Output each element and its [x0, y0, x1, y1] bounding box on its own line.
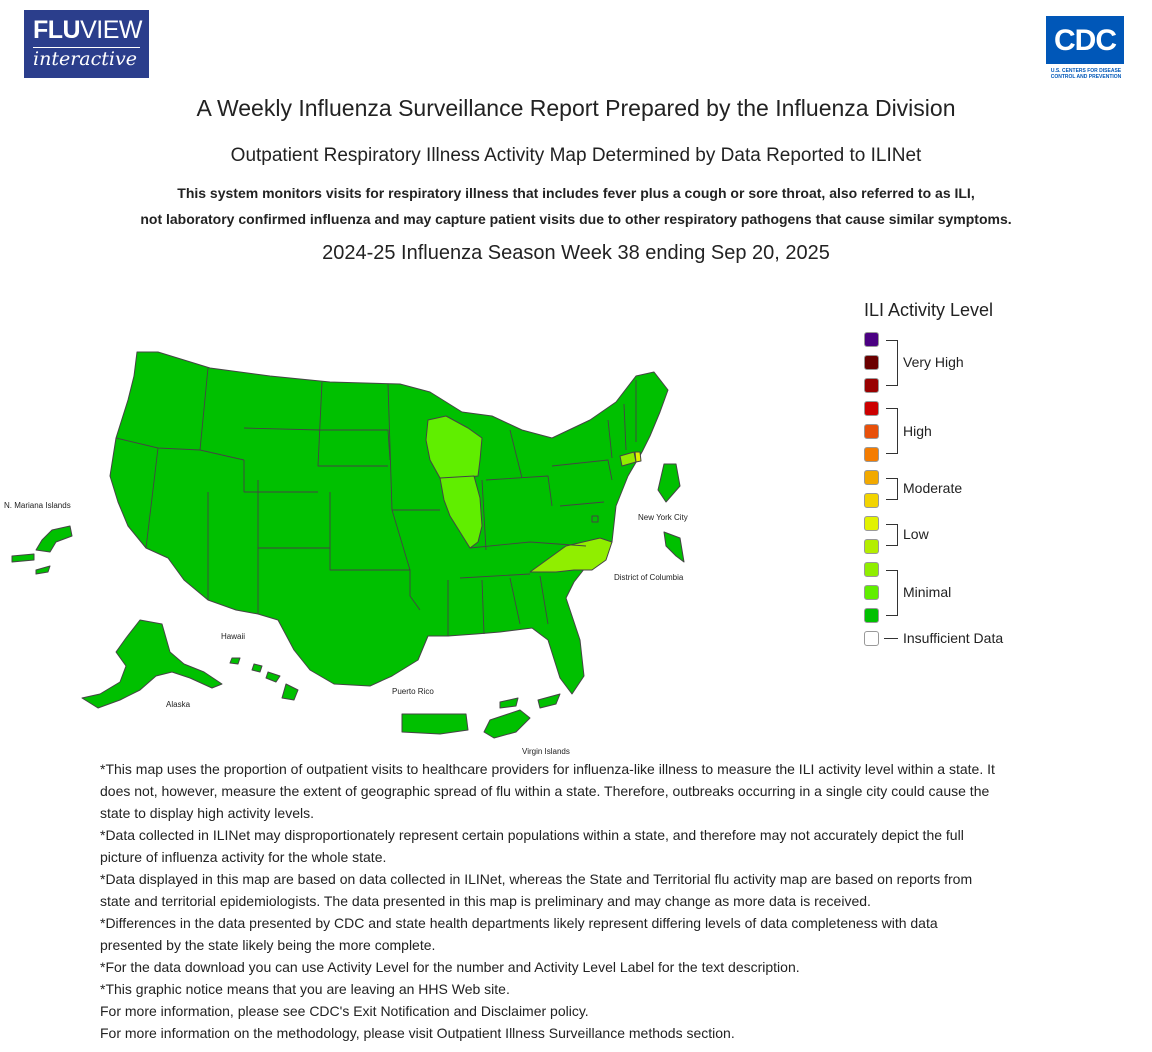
state-hawaii-big[interactable] — [281, 683, 299, 701]
label-nyc: New York City — [638, 513, 688, 522]
legend-swatch[interactable] — [864, 470, 879, 485]
legend-swatch[interactable] — [864, 585, 879, 600]
region-district-of-columbia[interactable] — [591, 515, 599, 523]
legend-label-high: High — [903, 423, 932, 439]
cdc-logo[interactable]: CDC U.S. CENTERS FOR DISEASE CONTROL AND… — [1044, 14, 1128, 82]
territory-virgin-islands[interactable] — [483, 709, 531, 739]
state-rhode-island[interactable] — [634, 451, 642, 463]
legend-dash-insufficient — [884, 638, 898, 639]
region-mass-islands[interactable] — [657, 463, 681, 503]
footnote-link[interactable]: For more information, please see CDC's E… — [100, 1003, 589, 1019]
state-hawaii-kauai[interactable] — [229, 657, 241, 665]
legend-swatch[interactable] — [864, 516, 879, 531]
state-north-carolina[interactable] — [529, 537, 613, 573]
legend-swatch[interactable] — [864, 424, 879, 439]
legend-swatch[interactable] — [864, 378, 879, 393]
season-heading: 2024-25 Influenza Season Week 38 ending … — [322, 242, 830, 264]
region-new-york-city[interactable] — [663, 531, 685, 563]
legend-swatch[interactable] — [864, 631, 879, 646]
legend-swatch[interactable] — [864, 332, 879, 347]
territory-puerto-rico[interactable] — [401, 713, 469, 735]
description-line-2: not laboratory confirmed influenza and m… — [140, 211, 1012, 227]
footnotes: *This map uses the proportion of outpati… — [100, 758, 1000, 1044]
bracket-very-high — [886, 340, 898, 386]
footnote: *Differences in the data presented by CD… — [100, 915, 938, 953]
page-subtitle: Outpatient Respiratory Illness Activity … — [230, 145, 922, 166]
state-alaska[interactable] — [81, 619, 223, 709]
legend-label-moderate: Moderate — [903, 480, 963, 496]
label-hawaii: Hawaii — [221, 632, 246, 641]
footnote: *For the data download you can use Activ… — [100, 959, 800, 975]
description-line-1: This system monitors visits for respirat… — [177, 185, 975, 201]
cdc-logo-box: CDC — [1046, 16, 1124, 64]
legend-swatch[interactable] — [864, 608, 879, 623]
territory-mariana-3[interactable] — [35, 565, 51, 575]
legend-swatch[interactable] — [864, 562, 879, 577]
legend-swatch[interactable] — [864, 493, 879, 508]
bracket-low — [886, 524, 898, 546]
legend-label-minimal: Minimal — [903, 584, 952, 600]
label-virgin-islands: Virgin Islands — [522, 747, 570, 756]
footnote-link[interactable]: For more information on the methodology,… — [100, 1025, 735, 1041]
us-mainland[interactable] — [109, 351, 669, 695]
territory-mariana-2[interactable] — [11, 553, 35, 563]
legend-label-insufficient: Insufficient Data — [903, 630, 1004, 646]
fluview-logo[interactable]: FLUVIEW interactive — [24, 10, 149, 78]
fluview-logo-rule — [33, 47, 140, 48]
territory-mariana-1[interactable] — [35, 525, 73, 553]
territory-virgin-islands-2[interactable] — [499, 697, 519, 709]
legend-label-low: Low — [903, 526, 929, 542]
footnote: *Data collected in ILINet may disproport… — [100, 827, 964, 865]
label-puerto-rico: Puerto Rico — [392, 687, 434, 696]
state-wisconsin[interactable] — [425, 415, 483, 479]
legend-swatch[interactable] — [864, 401, 879, 416]
cdc-logo-text: CDC — [1054, 24, 1117, 57]
footnote: *This map uses the proportion of outpati… — [100, 761, 995, 821]
state-hawaii-maui[interactable] — [265, 671, 281, 683]
label-alaska: Alaska — [166, 700, 191, 709]
legend-swatch[interactable] — [864, 539, 879, 554]
state-hawaii-oahu[interactable] — [251, 663, 263, 673]
footnote: *Data displayed in this map are based on… — [100, 871, 973, 909]
legend-title: ILI Activity Level — [864, 300, 994, 320]
state-illinois[interactable] — [439, 475, 483, 549]
legend-label-very-high: Very High — [903, 354, 964, 370]
label-dc: District of Columbia — [614, 573, 684, 582]
label-mariana: N. Mariana Islands — [4, 501, 71, 510]
bracket-high — [886, 408, 898, 454]
territory-virgin-islands-3[interactable] — [537, 693, 561, 709]
bracket-moderate — [886, 478, 898, 500]
legend-swatch[interactable] — [864, 355, 879, 370]
page-title: A Weekly Influenza Surveillance Report P… — [196, 95, 956, 121]
bracket-minimal — [886, 570, 898, 616]
cdc-logo-tagline: U.S. CENTERS FOR DISEASE CONTROL AND PRE… — [1050, 68, 1122, 80]
footnote: *This graphic notice means that you are … — [100, 981, 510, 997]
ili-activity-map — [11, 351, 685, 739]
fluview-logo-subtitle: interactive — [33, 48, 137, 70]
legend-swatch[interactable] — [864, 447, 879, 462]
fluview-logo-thin: VIEW — [80, 16, 143, 44]
fluview-logo-bold: FLU — [33, 16, 81, 44]
